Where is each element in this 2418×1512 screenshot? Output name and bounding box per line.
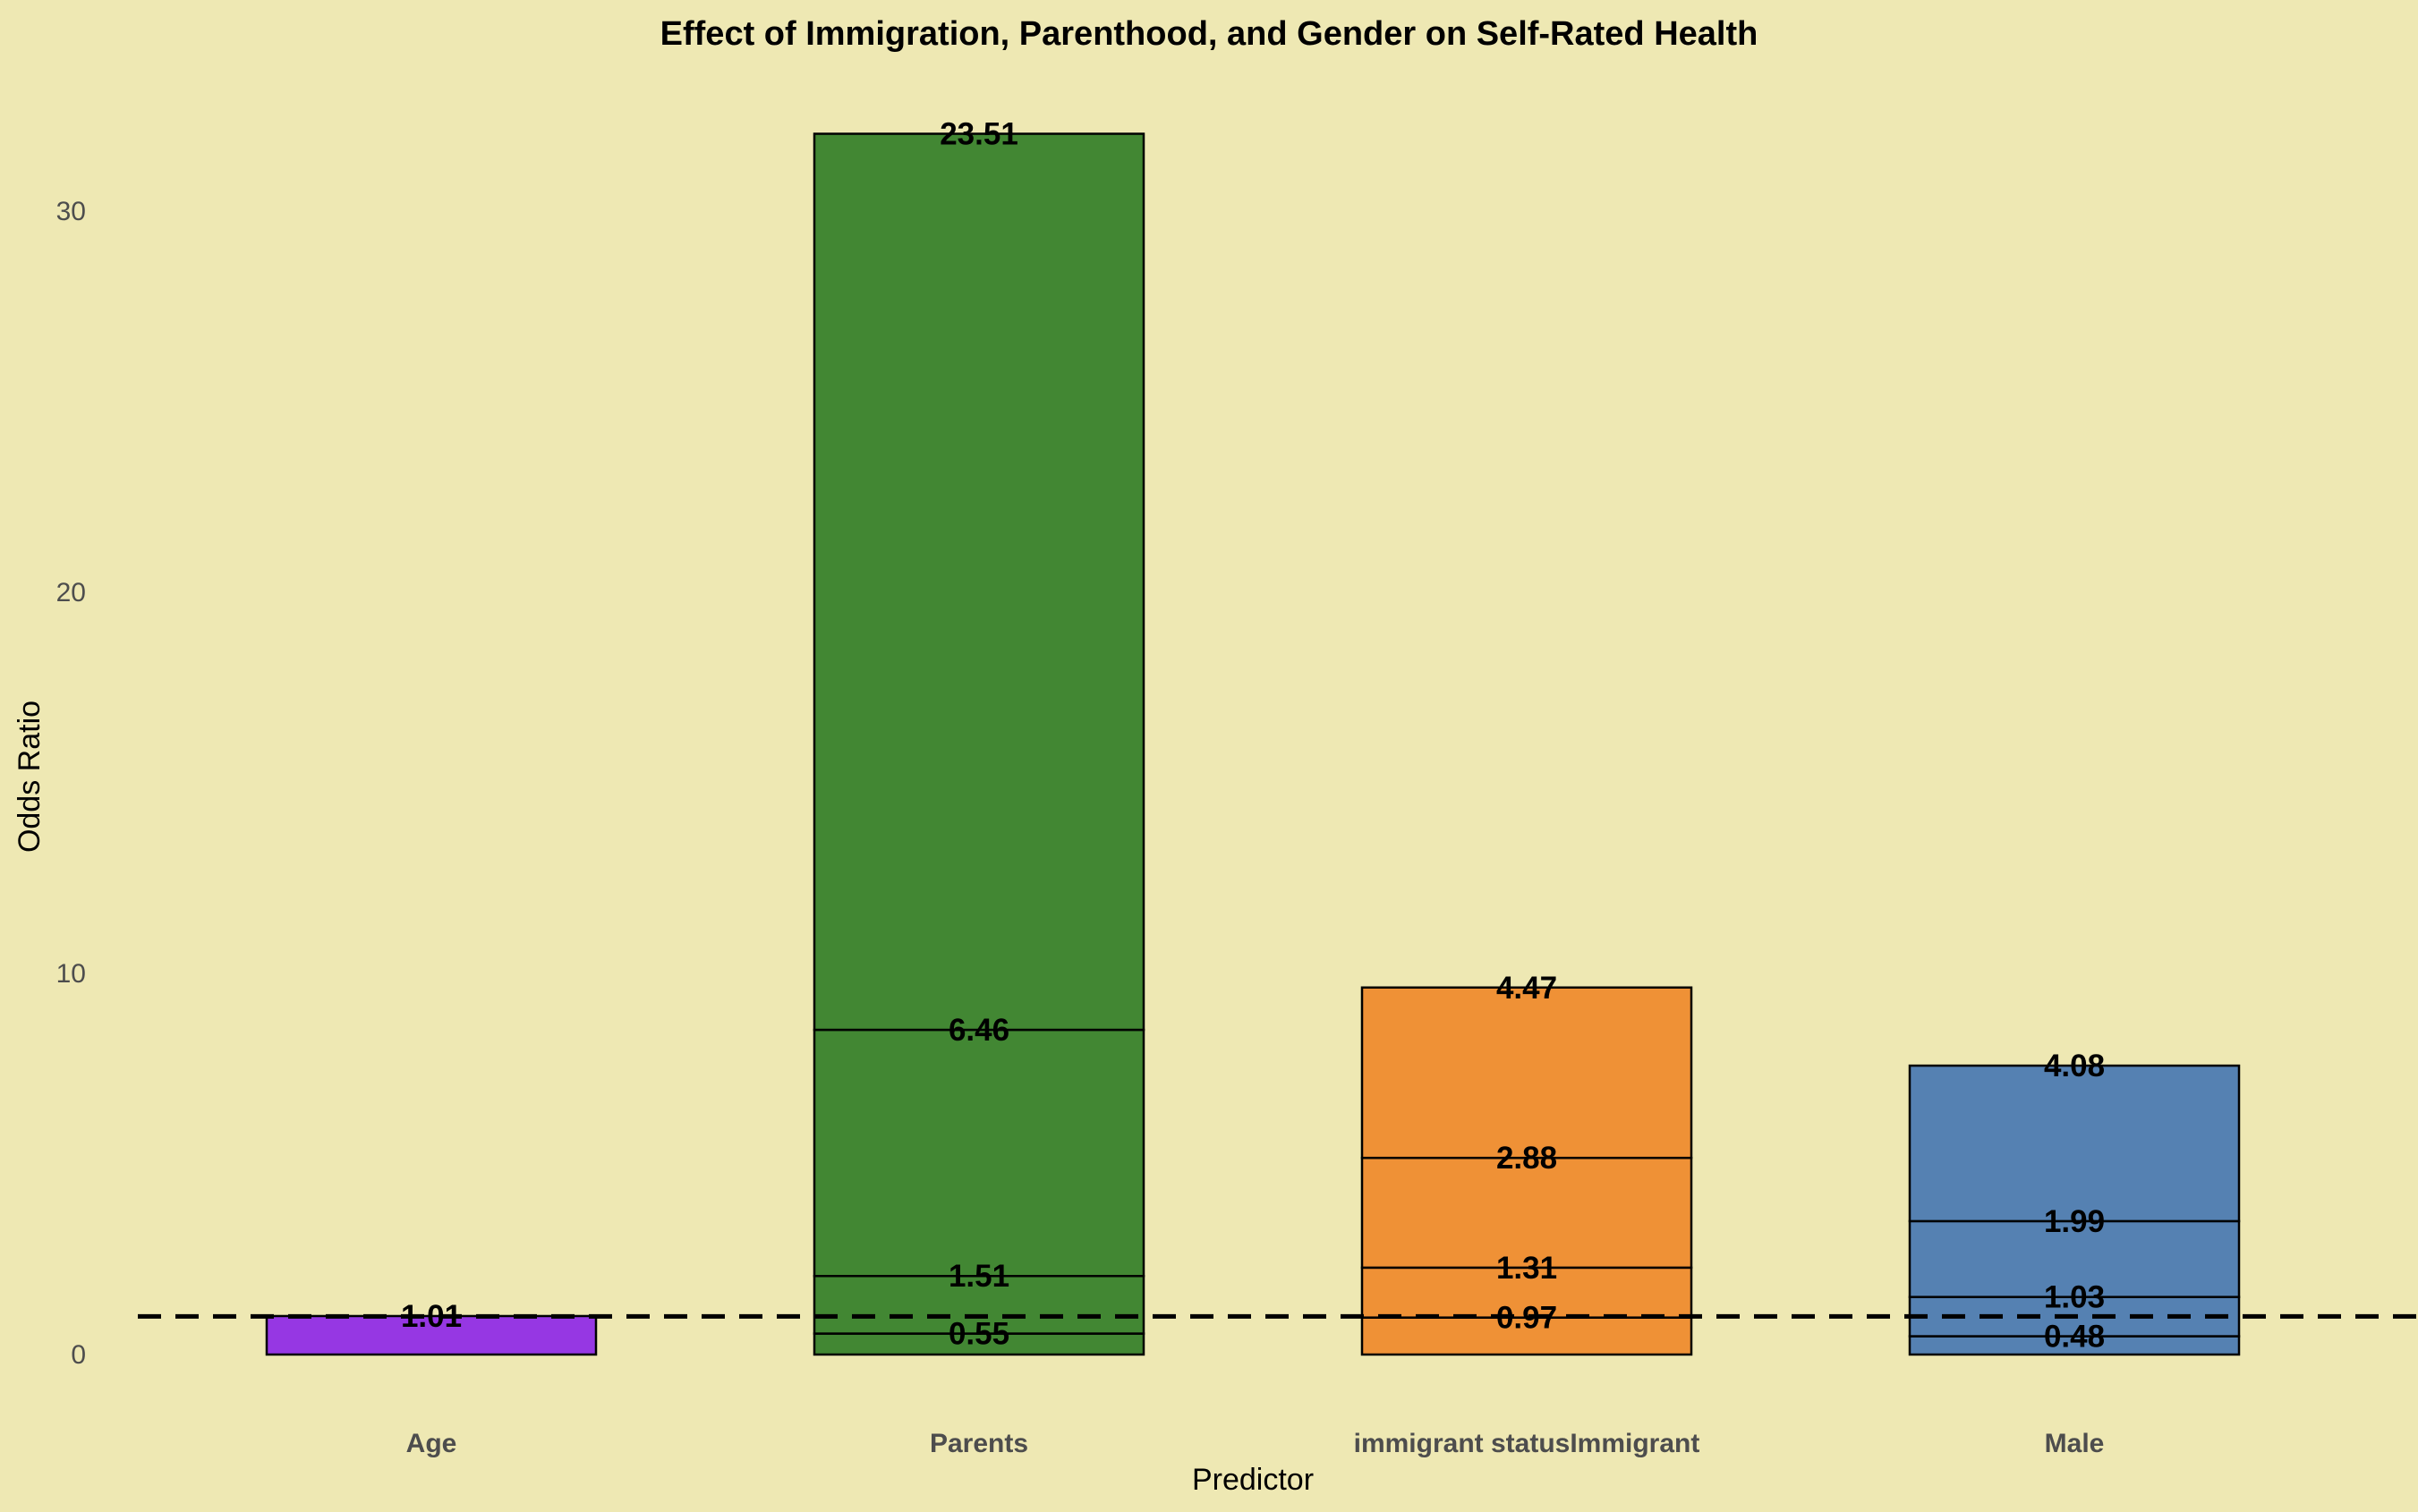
- bar-segment: [1360, 1266, 1693, 1319]
- data-label: 0.97: [1496, 1301, 1557, 1336]
- data-label: 1.03: [2044, 1280, 2105, 1315]
- data-label: 1.31: [1496, 1251, 1557, 1286]
- data-label: 4.08: [2044, 1049, 2105, 1083]
- bar-segment: [1908, 1064, 2241, 1223]
- data-label: 6.46: [949, 1013, 1009, 1048]
- bar-segment: [1360, 1156, 1693, 1270]
- y-tick-label: 0: [71, 1340, 86, 1370]
- x-axis-ticks: Age Parents immigrant statusImmigrant Male: [406, 1429, 2105, 1458]
- x-axis-title: Predictor: [1192, 1463, 1314, 1497]
- data-label: 2.88: [1496, 1141, 1557, 1176]
- y-axis-title: Odds Ratio: [13, 701, 47, 853]
- x-tick-label: immigrant statusImmigrant: [1354, 1429, 1700, 1458]
- data-label: 4.47: [1496, 971, 1557, 1006]
- x-tick-label: Age: [406, 1429, 457, 1458]
- y-tick-label: 10: [56, 959, 86, 989]
- bar-segment: [265, 1314, 598, 1356]
- data-label: 1.01: [401, 1299, 462, 1334]
- x-tick-label: Male: [2045, 1429, 2105, 1458]
- data-label: 1.51: [949, 1259, 1009, 1294]
- bar-segment: [1908, 1219, 2241, 1298]
- data-label: 23.51: [940, 117, 1018, 152]
- y-tick-label: 20: [56, 578, 86, 607]
- data-label: 1.99: [2044, 1204, 2105, 1239]
- bar-segment: [813, 1028, 1145, 1278]
- bar-segment: [1360, 1316, 1693, 1356]
- data-label: 0.48: [2044, 1320, 2105, 1355]
- data-labels: 1.01 0.55 1.51 6.46 23.51 0.97 1.31 2.88 4.47 0.4…: [401, 117, 2105, 1355]
- bar-segment: [1360, 986, 1693, 1159]
- y-tick-label: 30: [56, 197, 86, 226]
- bars: [265, 132, 2241, 1356]
- x-tick-label: Parents: [930, 1429, 1028, 1458]
- chart-title: Effect of Immigration, Parenthood, and G…: [660, 15, 1758, 53]
- y-axis-ticks: 0 10 20 30: [56, 197, 86, 1370]
- data-label: 0.55: [949, 1317, 1009, 1352]
- bar-segment: [813, 132, 1145, 1032]
